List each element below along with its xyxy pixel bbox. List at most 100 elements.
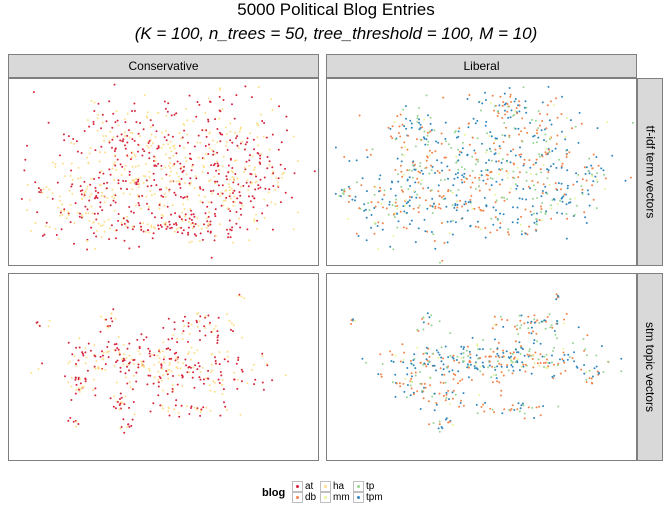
point-mm — [548, 183, 551, 186]
point-tpm — [475, 367, 478, 370]
point-tpm — [498, 145, 501, 148]
point-ha — [199, 141, 202, 144]
point-at — [99, 201, 102, 204]
point-tpm — [487, 159, 490, 162]
point-ha — [253, 168, 256, 171]
point-ha — [153, 376, 156, 379]
point-db — [591, 167, 594, 170]
point-db — [347, 201, 350, 203]
point-db — [418, 196, 421, 199]
point-tpm — [412, 391, 415, 394]
point-at — [93, 110, 96, 112]
point-db — [538, 405, 541, 408]
point-tp — [545, 353, 548, 356]
point-db — [536, 129, 538, 132]
point-at — [167, 133, 170, 136]
point-at — [114, 349, 117, 352]
point-db — [424, 386, 427, 389]
point-tpm — [446, 220, 449, 223]
point-db — [526, 353, 529, 356]
point-db — [438, 194, 441, 197]
point-at — [173, 163, 176, 165]
point-tpm — [563, 354, 566, 356]
point-at — [213, 212, 216, 215]
point-db — [401, 175, 404, 178]
point-at — [213, 239, 216, 242]
point-at — [253, 148, 256, 151]
point-ha — [63, 209, 66, 212]
point-ha — [101, 224, 104, 227]
point-at — [163, 136, 166, 139]
point-tpm — [516, 184, 519, 187]
point-tpm — [423, 137, 426, 140]
point-ha — [88, 220, 91, 222]
point-at — [105, 318, 108, 321]
point-at — [225, 178, 228, 181]
point-db — [466, 178, 469, 180]
point-db — [391, 137, 394, 140]
point-tpm — [418, 121, 421, 124]
point-ha — [246, 179, 249, 182]
point-mm — [423, 118, 426, 121]
point-tp — [507, 369, 510, 372]
point-tpm — [396, 212, 399, 215]
point-ha — [250, 182, 253, 185]
point-ha — [128, 354, 131, 357]
point-at — [128, 247, 131, 250]
point-ha — [77, 166, 80, 169]
point-db — [442, 96, 445, 99]
point-ha — [239, 128, 242, 130]
point-tpm — [410, 219, 413, 222]
point-db — [513, 356, 516, 359]
point-tp — [478, 185, 480, 188]
point-tpm — [507, 116, 510, 119]
point-db — [365, 149, 368, 151]
point-at — [184, 358, 187, 361]
point-ha — [183, 124, 186, 126]
point-ha — [277, 181, 279, 184]
point-db — [459, 150, 461, 153]
point-ha — [188, 332, 191, 335]
point-tpm — [420, 169, 423, 172]
strip-stm: stm topic vectors — [637, 273, 663, 461]
point-tpm — [517, 218, 519, 221]
point-ha — [230, 187, 233, 190]
point-tp — [449, 189, 452, 192]
legend-dot-ha — [324, 485, 327, 488]
point-at — [188, 94, 191, 97]
point-at — [111, 146, 113, 149]
point-ha — [218, 117, 221, 120]
point-ha — [69, 174, 72, 177]
point-ha — [73, 142, 76, 145]
point-at — [199, 315, 202, 318]
point-at — [86, 369, 89, 372]
point-ha — [275, 177, 278, 180]
point-at — [226, 149, 229, 151]
point-at — [190, 405, 193, 408]
point-mm — [413, 190, 416, 192]
point-at — [173, 113, 176, 116]
point-tp — [547, 361, 550, 364]
point-at — [263, 122, 266, 124]
point-db — [398, 382, 401, 385]
point-tpm — [520, 314, 523, 317]
point-tp — [538, 155, 541, 158]
point-tpm — [423, 386, 425, 389]
point-ha — [209, 389, 212, 392]
point-db — [474, 176, 477, 179]
point-at — [108, 141, 111, 144]
point-db — [492, 350, 495, 353]
point-tpm — [452, 184, 455, 187]
point-tpm — [585, 166, 588, 169]
point-ha — [198, 194, 201, 197]
point-at — [167, 338, 170, 341]
point-db — [458, 361, 461, 364]
point-tpm — [488, 147, 491, 150]
point-at — [215, 362, 217, 365]
point-tp — [416, 328, 419, 331]
point-tp — [536, 340, 539, 343]
point-ha — [45, 186, 48, 188]
point-db — [413, 393, 415, 396]
point-at — [47, 121, 50, 124]
point-tpm — [425, 138, 428, 141]
